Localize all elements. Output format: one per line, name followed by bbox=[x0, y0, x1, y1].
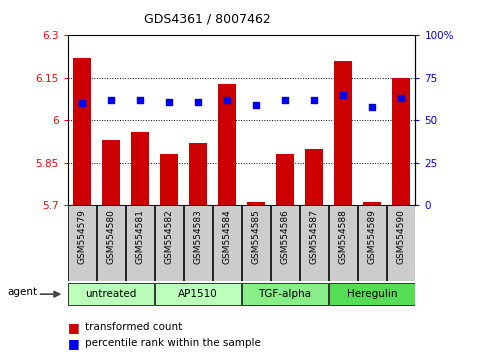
Text: GDS4361 / 8007462: GDS4361 / 8007462 bbox=[144, 12, 271, 25]
Bar bbox=[213, 205, 241, 281]
Bar bbox=[392, 78, 410, 205]
Bar bbox=[98, 205, 125, 281]
Text: GSM554587: GSM554587 bbox=[310, 209, 318, 264]
Bar bbox=[131, 132, 149, 205]
Bar bbox=[329, 283, 414, 305]
Text: ■: ■ bbox=[68, 321, 79, 334]
Point bbox=[252, 102, 260, 108]
Bar bbox=[102, 140, 120, 205]
Point bbox=[339, 92, 347, 98]
Bar bbox=[276, 154, 294, 205]
Point bbox=[165, 99, 173, 104]
Bar bbox=[156, 283, 241, 305]
Text: TGF-alpha: TGF-alpha bbox=[258, 289, 312, 299]
Text: GSM554586: GSM554586 bbox=[281, 209, 289, 264]
Bar bbox=[247, 202, 265, 205]
Point bbox=[223, 97, 231, 103]
Bar bbox=[73, 58, 91, 205]
Bar bbox=[185, 205, 212, 281]
Bar bbox=[387, 205, 414, 281]
Text: GSM554579: GSM554579 bbox=[78, 209, 86, 264]
Text: GSM554584: GSM554584 bbox=[223, 209, 231, 264]
Point bbox=[78, 101, 86, 106]
Point bbox=[397, 96, 405, 101]
Text: GSM554583: GSM554583 bbox=[194, 209, 202, 264]
Bar bbox=[363, 202, 381, 205]
Bar bbox=[160, 154, 178, 205]
Text: percentile rank within the sample: percentile rank within the sample bbox=[85, 338, 260, 348]
Text: transformed count: transformed count bbox=[85, 322, 182, 332]
Bar bbox=[69, 283, 154, 305]
Text: AP1510: AP1510 bbox=[178, 289, 218, 299]
Point bbox=[107, 97, 115, 103]
Text: GSM554589: GSM554589 bbox=[368, 209, 376, 264]
Text: agent: agent bbox=[7, 287, 37, 297]
Bar bbox=[334, 61, 352, 205]
Bar bbox=[156, 205, 183, 281]
Point bbox=[281, 97, 289, 103]
Text: GSM554590: GSM554590 bbox=[397, 209, 405, 264]
Text: GSM554588: GSM554588 bbox=[339, 209, 347, 264]
Text: GSM554582: GSM554582 bbox=[165, 209, 173, 264]
Point bbox=[194, 99, 202, 104]
Bar bbox=[218, 84, 236, 205]
Bar bbox=[69, 205, 96, 281]
Text: GSM554580: GSM554580 bbox=[107, 209, 115, 264]
Bar bbox=[271, 205, 298, 281]
Bar bbox=[329, 205, 356, 281]
Bar bbox=[242, 283, 327, 305]
Bar bbox=[358, 205, 385, 281]
Point bbox=[136, 97, 144, 103]
Bar bbox=[127, 205, 154, 281]
Bar bbox=[189, 143, 207, 205]
Text: untreated: untreated bbox=[85, 289, 137, 299]
Bar bbox=[305, 149, 323, 205]
Bar bbox=[300, 205, 327, 281]
Bar bbox=[242, 205, 270, 281]
Text: Heregulin: Heregulin bbox=[347, 289, 397, 299]
Text: GSM554581: GSM554581 bbox=[136, 209, 144, 264]
Text: ■: ■ bbox=[68, 337, 79, 350]
Point bbox=[368, 104, 376, 110]
Point bbox=[310, 97, 318, 103]
Text: GSM554585: GSM554585 bbox=[252, 209, 260, 264]
